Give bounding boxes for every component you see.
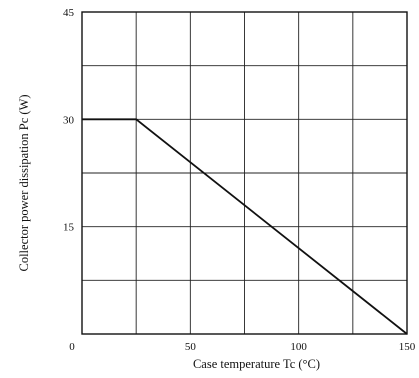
y-tick-labels: 15 30 45 (63, 7, 75, 234)
x-tick-label: 0 (69, 341, 75, 353)
x-tick-label: 50 (185, 341, 197, 353)
y-tick-label: 45 (63, 7, 75, 19)
derating-curve (82, 118, 408, 335)
grid (82, 12, 407, 334)
plot-frame (81, 11, 408, 335)
x-tick-labels: 0 50 100 150 (69, 341, 416, 353)
y-tick-label: 15 (63, 222, 75, 234)
y-axis-label: Collector power dissipation Pc (W) (17, 94, 31, 271)
y-tick-label: 30 (63, 114, 75, 126)
series-layer (82, 118, 408, 335)
x-tick-label: 150 (399, 341, 416, 353)
x-axis-label: Case temperature Tc (°C) (193, 357, 320, 371)
x-tick-label: 100 (290, 341, 307, 353)
